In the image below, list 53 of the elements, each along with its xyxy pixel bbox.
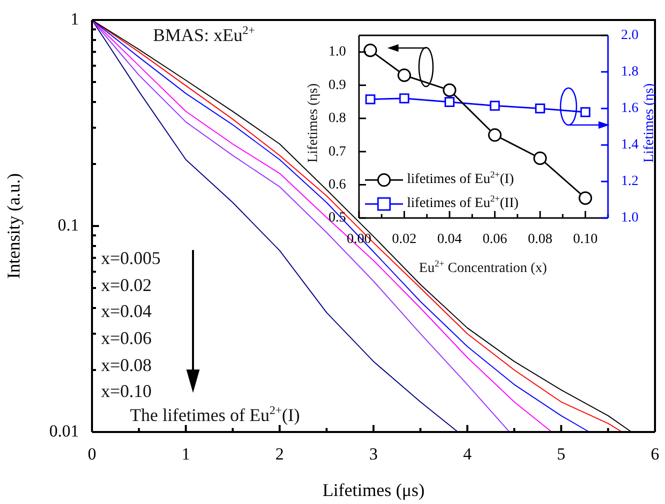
annotation: x=0.005 xyxy=(101,248,161,268)
point xyxy=(365,94,376,104)
point xyxy=(580,107,590,118)
x-tick-label: 0.06 xyxy=(482,232,508,248)
point xyxy=(578,191,592,205)
y2-tick-label: 1.4 xyxy=(621,138,638,153)
y2-tick-label: 2.0 xyxy=(621,28,638,44)
x-tick-label: 3 xyxy=(369,444,378,464)
annotation: x=0.04 xyxy=(101,301,152,321)
x-tick-label: 1 xyxy=(182,444,190,464)
x-tick-label: 2 xyxy=(275,444,284,464)
y-axis-title: Lifetimes (ηs) xyxy=(306,83,321,163)
y2-tick-label: 1.8 xyxy=(621,64,638,80)
x-tick-label: 0.08 xyxy=(528,232,552,248)
x-axis-title: Lifetimes (μs) xyxy=(322,480,425,500)
y-tick-label: 1 xyxy=(70,9,79,28)
annotation: x=0.06 xyxy=(101,328,152,348)
point xyxy=(490,100,500,111)
x-axis-title: Eu$^{2+}$ Concentration (x) xyxy=(419,258,547,276)
y2-tick-label: 1.6 xyxy=(621,101,638,116)
point xyxy=(442,83,456,97)
y2-axis-title: Lifetimes (ηs) xyxy=(642,83,657,163)
annotation: BMAS: xEu$^{2+}$ xyxy=(153,24,255,45)
annotation: The lifetimes of Eu$^{2+}$(I) xyxy=(130,404,300,425)
annotation: x=0.10 xyxy=(101,381,152,401)
point xyxy=(488,128,502,142)
point xyxy=(399,93,410,104)
point xyxy=(533,151,547,165)
point xyxy=(398,68,412,82)
y-tick-label: 0.8 xyxy=(328,111,346,126)
y-tick-label: 0.1 xyxy=(58,215,79,234)
y-tick-label: 0.7 xyxy=(328,144,346,160)
annotation: x=0.02 xyxy=(101,275,152,295)
y2-tick-label: 1.0 xyxy=(621,210,638,226)
point xyxy=(535,103,546,114)
x-tick-label: 0.02 xyxy=(392,232,417,248)
y-tick-label: 0.9 xyxy=(328,78,346,93)
legend-label: lifetimes of Eu$^{2+}$(I) xyxy=(407,170,514,188)
y-tick-label: 0.6 xyxy=(328,177,346,192)
x-tick-label: 0.04 xyxy=(437,232,462,248)
x-tick-label: 4 xyxy=(463,444,472,464)
y-tick-label: 1.0 xyxy=(328,44,346,60)
annotation: x=0.08 xyxy=(101,355,152,375)
y-axis-title: Intensity (a.u.) xyxy=(4,173,24,279)
x-tick-label: 5 xyxy=(556,444,566,464)
x-tick-label: 0.10 xyxy=(573,232,598,248)
y-tick-label: 0.01 xyxy=(49,421,79,440)
x-tick-label: 6 xyxy=(650,444,660,464)
legend-label: lifetimes of Eu$^{2+}$(II) xyxy=(407,194,519,212)
point xyxy=(444,97,455,108)
point xyxy=(364,44,378,58)
y2-tick-label: 1.2 xyxy=(621,174,638,190)
x-tick-label: 0 xyxy=(88,444,96,464)
